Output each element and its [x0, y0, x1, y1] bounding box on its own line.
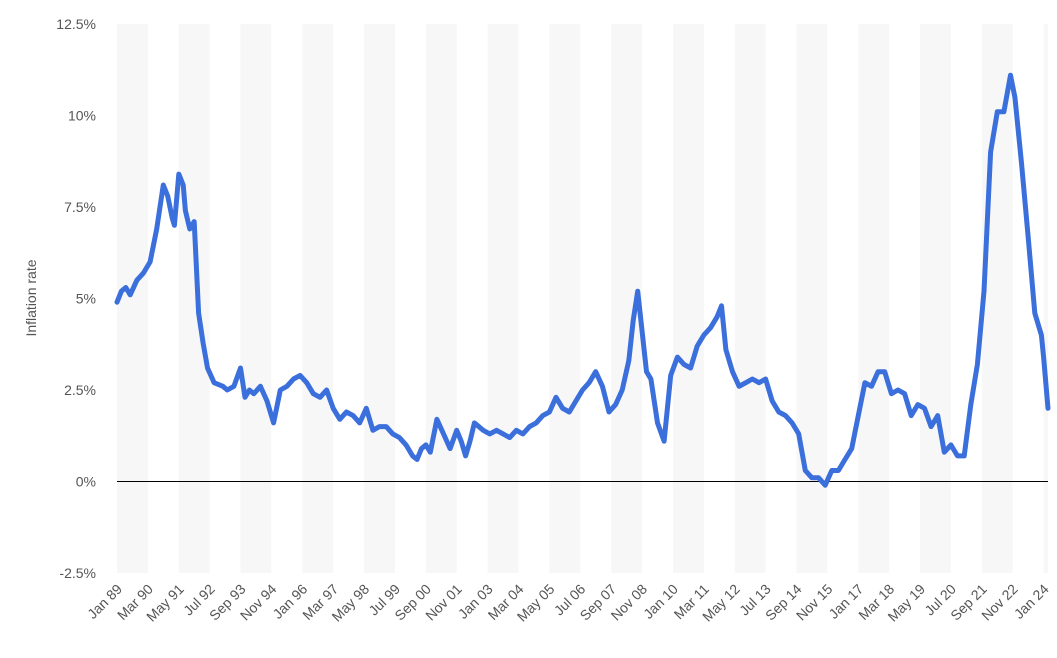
inflation-rate-series-line — [114, 72, 1051, 488]
band-12 — [487, 24, 519, 573]
band-24 — [858, 24, 890, 573]
band-6 — [302, 24, 334, 573]
x-tick-label: Jan 24 — [1011, 581, 1052, 622]
band-22 — [796, 24, 828, 573]
band-26 — [920, 24, 951, 573]
band-14 — [549, 24, 581, 573]
band-18 — [672, 24, 704, 573]
y-tick-labels: -2.5% 0% 2.5% 5% 7.5% 10% 12.5% — [56, 16, 96, 581]
y-axis-label: Inflation rate — [23, 259, 39, 336]
y-tick-label: 0% — [76, 474, 96, 490]
band-10 — [425, 24, 457, 573]
y-tick-label: 2.5% — [64, 382, 96, 398]
background-bands — [117, 24, 1048, 573]
band-8 — [364, 24, 395, 573]
band-0 — [117, 24, 148, 573]
y-tick-label: 7.5% — [64, 199, 96, 215]
y-tick-label: 10% — [68, 108, 96, 124]
band-30 — [1043, 24, 1048, 573]
y-tick-label: -2.5% — [59, 565, 96, 581]
band-20 — [734, 24, 766, 573]
y-tick-label: 5% — [76, 291, 96, 307]
band-2 — [178, 24, 210, 573]
y-tick-label: 12.5% — [56, 16, 96, 32]
band-28 — [981, 24, 1013, 573]
band-4 — [240, 24, 272, 573]
